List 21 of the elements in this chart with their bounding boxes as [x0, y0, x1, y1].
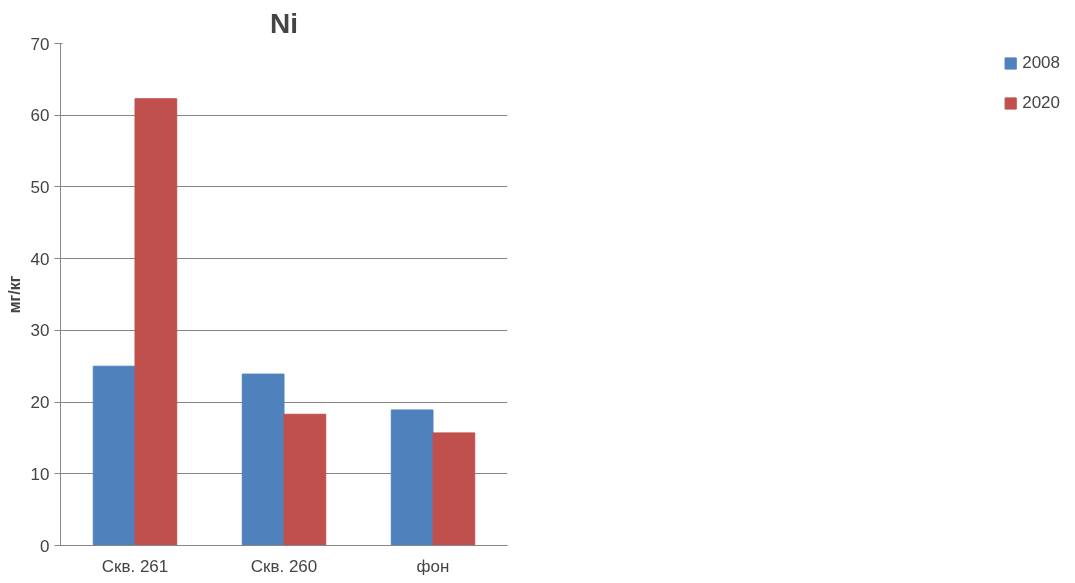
y-tick-label: 0 [40, 536, 50, 556]
bar [432, 432, 476, 546]
bar [92, 365, 136, 546]
y-tick-label: 30 [30, 321, 50, 341]
y-tick-label: 40 [30, 249, 50, 269]
x-tick-label: фон [416, 556, 450, 576]
bar [390, 409, 434, 546]
bar [134, 98, 178, 546]
x-tick-label: Скв. 260 [250, 556, 318, 576]
y-tick-label: 60 [30, 106, 50, 126]
bar [283, 413, 327, 546]
y-axis-title: мг/кг [5, 275, 23, 314]
y-tick-label: 10 [30, 464, 50, 484]
x-tick-label: Скв. 261 [101, 556, 169, 576]
y-tick-label: 50 [30, 177, 50, 197]
bar [241, 373, 285, 546]
chart-title: Ni [270, 7, 298, 39]
legend-label: 2020 [1022, 93, 1060, 113]
legend-label: 2008 [1022, 53, 1060, 73]
y-tick-label: 20 [30, 393, 50, 413]
y-tick-label: 70 [30, 34, 50, 54]
